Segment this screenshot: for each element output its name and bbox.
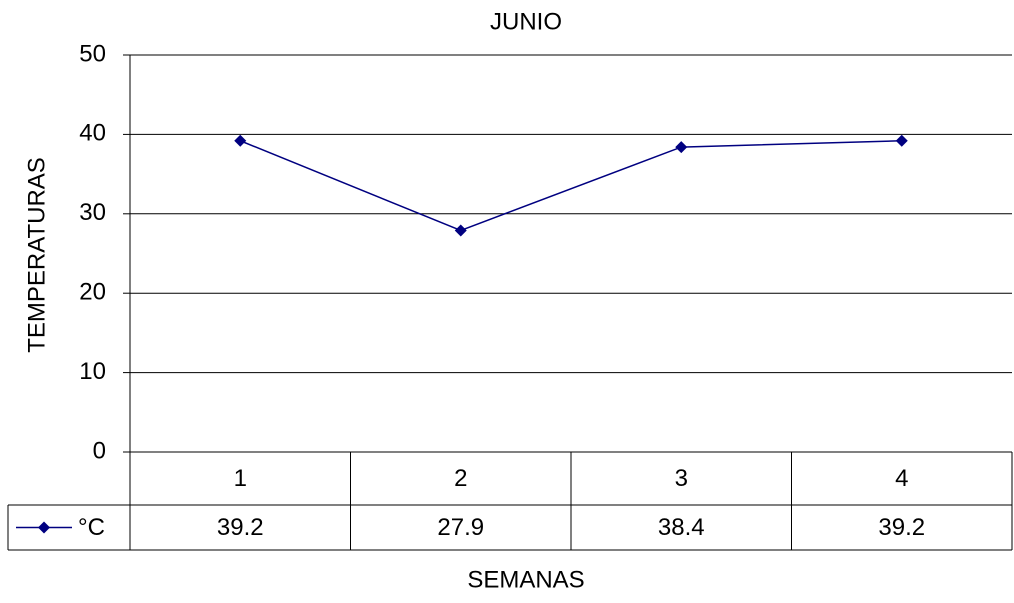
y-tick-label: 0 xyxy=(93,437,106,464)
y-tick-label: 50 xyxy=(79,40,106,67)
series-line xyxy=(239,140,902,232)
chart-title: JUNIO xyxy=(490,8,562,35)
x-tick-label: 4 xyxy=(895,465,908,492)
y-tick-label: 40 xyxy=(79,120,106,147)
data-point xyxy=(234,134,247,147)
y-tick-label: 20 xyxy=(79,279,106,306)
data-point xyxy=(675,141,688,154)
table-value: 39.2 xyxy=(217,514,264,541)
y-tick-label: 30 xyxy=(79,199,106,226)
table-value: 27.9 xyxy=(437,514,484,541)
x-tick-label: 1 xyxy=(234,465,247,492)
table-value: 39.2 xyxy=(878,514,925,541)
x-axis-label: SEMANAS xyxy=(467,566,584,593)
x-tick-label: 3 xyxy=(675,465,688,492)
data-point xyxy=(454,224,467,237)
y-tick-label: 10 xyxy=(79,358,106,385)
table-value: 38.4 xyxy=(658,514,705,541)
y-axis-label: TEMPERATURAS xyxy=(23,157,50,353)
x-tick-label: 2 xyxy=(454,465,467,492)
legend-marker xyxy=(38,521,50,534)
data-point xyxy=(895,134,908,147)
legend-label: °C xyxy=(78,514,105,541)
